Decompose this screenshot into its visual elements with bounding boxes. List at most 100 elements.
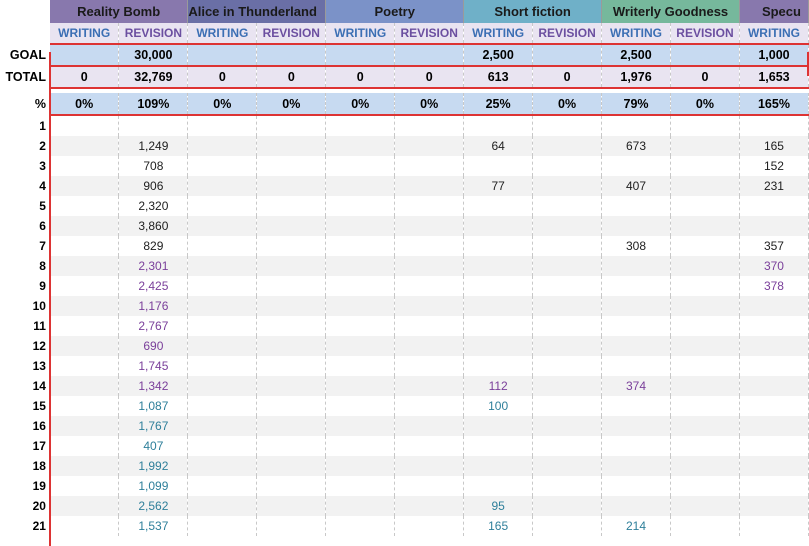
word-count-cell[interactable] <box>670 356 740 376</box>
word-count-cell[interactable] <box>463 316 534 336</box>
word-count-cell[interactable] <box>532 276 603 296</box>
word-count-cell[interactable] <box>394 416 465 436</box>
revision-column-header[interactable]: REVISION <box>394 23 465 45</box>
word-count-cell[interactable]: 1,099 <box>118 476 189 496</box>
word-count-cell[interactable] <box>325 115 396 136</box>
goal-row-cell[interactable]: 2,500 <box>463 44 534 66</box>
percent-row-cell[interactable]: 0% <box>49 93 120 116</box>
word-count-cell[interactable] <box>325 436 396 456</box>
word-count-cell[interactable] <box>187 256 258 276</box>
word-count-cell[interactable] <box>394 336 465 356</box>
word-count-cell[interactable]: 165 <box>463 516 534 536</box>
word-count-cell[interactable]: 1,087 <box>118 396 189 416</box>
revision-column-header[interactable]: REVISION <box>532 23 603 45</box>
word-count-cell[interactable] <box>49 216 120 236</box>
word-count-cell[interactable] <box>49 296 120 316</box>
total-row-cell[interactable]: 0 <box>532 65 603 88</box>
word-count-cell[interactable] <box>532 156 603 176</box>
word-count-cell[interactable] <box>601 276 671 296</box>
word-count-cell[interactable] <box>739 196 809 216</box>
word-count-cell[interactable] <box>256 296 327 316</box>
word-count-cell[interactable] <box>325 416 396 436</box>
word-count-cell[interactable] <box>118 115 189 136</box>
word-count-cell[interactable] <box>394 476 465 496</box>
word-count-cell[interactable] <box>601 356 671 376</box>
word-count-cell[interactable] <box>256 156 327 176</box>
word-count-cell[interactable] <box>739 376 809 396</box>
word-count-cell[interactable]: 690 <box>118 336 189 356</box>
goal-row-cell[interactable]: 2,500 <box>601 44 671 66</box>
word-count-cell[interactable] <box>670 516 740 536</box>
percent-row-cell[interactable]: 0% <box>670 93 740 116</box>
word-count-cell[interactable] <box>187 296 258 316</box>
word-count-cell[interactable] <box>601 396 671 416</box>
word-count-cell[interactable]: 1,745 <box>118 356 189 376</box>
word-count-cell[interactable] <box>256 115 327 136</box>
word-count-cell[interactable] <box>256 276 327 296</box>
word-count-cell[interactable] <box>394 156 465 176</box>
word-count-cell[interactable] <box>532 456 603 476</box>
total-row-cell[interactable]: 0 <box>394 65 465 88</box>
word-count-cell[interactable]: 2,562 <box>118 496 189 516</box>
word-count-cell[interactable] <box>256 256 327 276</box>
word-count-cell[interactable] <box>670 176 740 196</box>
word-count-cell[interactable]: 100 <box>463 396 534 416</box>
total-row-cell[interactable]: 0 <box>256 65 327 88</box>
word-count-cell[interactable] <box>394 276 465 296</box>
word-count-cell[interactable] <box>49 276 120 296</box>
word-count-cell[interactable] <box>394 376 465 396</box>
word-count-cell[interactable] <box>601 216 671 236</box>
word-count-cell[interactable] <box>739 416 809 436</box>
goal-row-cell[interactable] <box>187 44 258 66</box>
word-count-cell[interactable]: 1,767 <box>118 416 189 436</box>
word-count-cell[interactable]: 112 <box>463 376 534 396</box>
word-count-cell[interactable] <box>256 456 327 476</box>
word-count-cell[interactable] <box>325 396 396 416</box>
word-count-cell[interactable] <box>256 196 327 216</box>
word-count-cell[interactable] <box>187 115 258 136</box>
percent-row-cell[interactable]: 109% <box>118 93 189 116</box>
word-count-cell[interactable] <box>49 136 120 156</box>
word-count-cell[interactable] <box>670 276 740 296</box>
word-count-cell[interactable] <box>670 136 740 156</box>
writing-column-header[interactable]: WRITING <box>49 23 120 45</box>
word-count-cell[interactable]: 2,320 <box>118 196 189 216</box>
word-count-cell[interactable] <box>670 436 740 456</box>
word-count-cell[interactable] <box>670 256 740 276</box>
word-count-cell[interactable] <box>256 496 327 516</box>
word-count-cell[interactable] <box>601 416 671 436</box>
word-count-cell[interactable] <box>601 156 671 176</box>
word-count-cell[interactable] <box>394 196 465 216</box>
word-count-cell[interactable] <box>463 196 534 216</box>
word-count-cell[interactable] <box>463 456 534 476</box>
word-count-cell[interactable] <box>532 516 603 536</box>
word-count-cell[interactable] <box>256 436 327 456</box>
word-count-cell[interactable] <box>49 496 120 516</box>
writing-column-header[interactable]: WRITING <box>601 23 671 45</box>
word-count-cell[interactable] <box>532 236 603 256</box>
word-count-cell[interactable] <box>601 316 671 336</box>
word-count-cell[interactable] <box>187 176 258 196</box>
word-count-cell[interactable] <box>325 316 396 336</box>
word-count-cell[interactable] <box>49 396 120 416</box>
word-count-cell[interactable] <box>739 296 809 316</box>
word-count-cell[interactable] <box>187 416 258 436</box>
percent-row-cell[interactable]: 0% <box>394 93 465 116</box>
word-count-cell[interactable] <box>394 115 465 136</box>
percent-row-cell[interactable]: 0% <box>325 93 396 116</box>
word-count-cell[interactable] <box>601 296 671 316</box>
word-count-cell[interactable] <box>49 336 120 356</box>
project-header[interactable]: Short fiction <box>463 0 603 23</box>
word-count-cell[interactable] <box>187 376 258 396</box>
percent-row-cell[interactable]: 0% <box>256 93 327 116</box>
word-count-cell[interactable]: 152 <box>739 156 809 176</box>
word-count-cell[interactable] <box>325 256 396 276</box>
word-count-cell[interactable] <box>325 276 396 296</box>
word-count-cell[interactable]: 673 <box>601 136 671 156</box>
total-row-cell[interactable]: 613 <box>463 65 534 88</box>
goal-row-cell[interactable]: 1,000 <box>739 44 809 66</box>
word-count-cell[interactable] <box>463 436 534 456</box>
word-count-cell[interactable]: 1,537 <box>118 516 189 536</box>
word-count-cell[interactable] <box>256 216 327 236</box>
word-count-cell[interactable] <box>601 256 671 276</box>
